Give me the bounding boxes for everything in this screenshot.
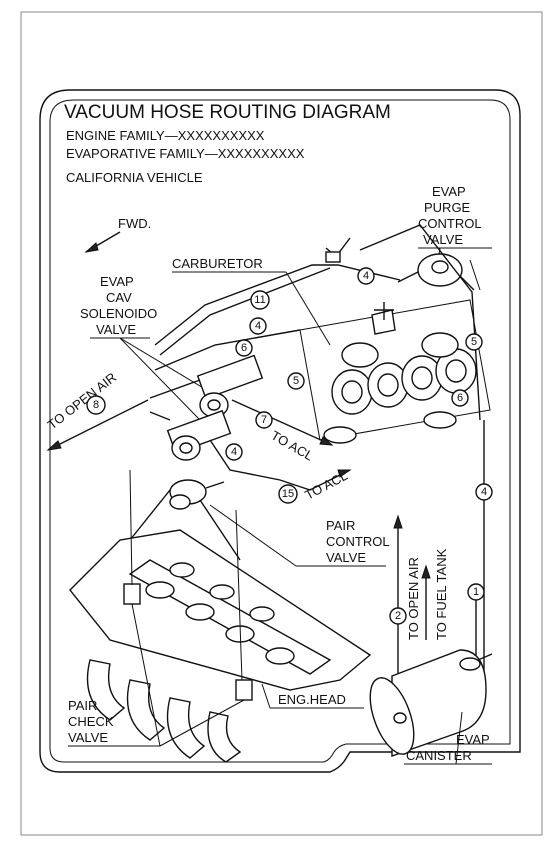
hose-num-2: 2: [395, 610, 401, 622]
hose-num-4-top: 4: [363, 270, 369, 282]
hose-number-circle: 4: [357, 267, 375, 285]
cav-leader-1: [119, 337, 201, 421]
purge-label-3: CONTROL: [418, 216, 482, 231]
canister-label-2: CANISTER: [406, 748, 472, 763]
diagram-title: VACUUM HOSE ROUTING DIAGRAM: [64, 102, 391, 123]
engine-head: [69, 529, 372, 763]
hose-num-4-low: 4: [231, 446, 237, 458]
pair-hose-2: [235, 509, 243, 681]
pair-check-label-2: CHECK: [68, 714, 114, 729]
to-open-air-right-arrowhead: [393, 514, 403, 529]
label-plate-inner: [49, 99, 511, 763]
to-acl-1-arrow: [231, 399, 333, 446]
hose-num-6-carb: 6: [457, 392, 463, 404]
pair-check-label-1: PAIR: [68, 698, 97, 713]
eng-head-leader: [261, 683, 271, 709]
hose-number-circle: 6: [451, 389, 469, 407]
to-acl-1-label: TO ACL: [269, 428, 316, 464]
hose-num-5-right: 5: [471, 336, 477, 348]
canister-leader: [455, 711, 463, 765]
pair-control-label-3: VALVE: [326, 550, 366, 565]
hose-num-5-carb: 5: [293, 375, 299, 387]
hose-number-circle: 2: [389, 607, 407, 625]
pair-control-leader: [209, 504, 297, 567]
pair-control-label-1: PAIR: [326, 518, 355, 533]
to-fuel-tank-arrowhead: [421, 564, 431, 579]
hose-num-8: 8: [93, 399, 99, 411]
hose-number-circle: 5: [287, 372, 305, 390]
cav-label-2: CAV: [106, 290, 132, 305]
hose-num-4-mid: 4: [255, 320, 261, 332]
pair-check-label-3: VALVE: [68, 730, 108, 745]
cav-label-1: EVAP: [100, 274, 134, 289]
pair-control-valve: [129, 479, 241, 561]
to-acl-2-label: TO ACL: [302, 468, 350, 503]
hose-number-circle: 7: [255, 411, 273, 429]
hose-num-4-fuel: 4: [481, 486, 487, 498]
fwd-arrowhead: [84, 242, 99, 253]
vehicle-type: CALIFORNIA VEHICLE: [66, 170, 203, 185]
hose-num-11: 11: [254, 294, 265, 306]
to-open-air-right-label: TO OPEN AIR: [406, 557, 421, 640]
hose-num-15: 15: [282, 488, 294, 500]
hose-number-circle: 15: [278, 484, 298, 504]
purge-control-valve: [397, 253, 475, 291]
hose-number-circle: 4: [249, 317, 267, 335]
hose-number-circle: 8: [86, 395, 106, 415]
cav-label-3: SOLENOIDO: [80, 306, 157, 321]
hose-bundle: [154, 224, 481, 421]
hose-number-circle: 6: [235, 339, 253, 357]
engine-family: ENGINE FAMILY—XXXXXXXXXX: [66, 128, 265, 143]
open-air-left-arrow: [47, 399, 149, 451]
cav-label-4: VALVE: [96, 322, 136, 337]
to-acl-2-hose: [209, 439, 351, 491]
cav-solenoid-valves: [149, 354, 264, 461]
hose-number-circle: 4: [225, 443, 243, 461]
canister-label-1: EVAP: [456, 732, 490, 747]
carburetor-bank: [299, 299, 491, 444]
pair-check-leader-2: [159, 699, 245, 747]
pair-control-label-2: CONTROL: [326, 534, 390, 549]
label-plate: [39, 89, 521, 773]
hose-num-1: 1: [473, 586, 479, 598]
hose-number-circle: 4: [475, 483, 493, 501]
evap-canister: [369, 649, 493, 757]
to-open-air-left-label: TO OPEN AIR: [45, 370, 120, 433]
purge-label-4: VALVE: [423, 232, 463, 247]
to-acl-2-arrowhead: [337, 469, 352, 478]
open-air-left-arrowhead: [46, 440, 62, 451]
to-acl-1-arrowhead: [319, 436, 334, 446]
carburetor-label: CARBURETOR: [172, 256, 263, 271]
purge-label-2: PURGE: [424, 200, 471, 215]
cav-leader-2: [119, 337, 216, 396]
hose-number-circle: 11: [250, 290, 270, 310]
outer-frame: [20, 11, 543, 836]
hose-num-7: 7: [261, 414, 267, 426]
to-fuel-tank-label: TO FUEL TANK: [434, 548, 449, 640]
carburetor-leader: [285, 271, 331, 346]
hose-number-circle: 5: [465, 333, 483, 351]
hose-number-circle: 1: [467, 583, 485, 601]
pair-hose-1: [129, 469, 133, 586]
eng-head-label: ENG.HEAD: [278, 692, 346, 707]
hose-num-6-left: 6: [241, 342, 247, 354]
fwd-label: FWD.: [118, 216, 151, 231]
evaporative-family: EVAPORATIVE FAMILY—XXXXXXXXXX: [66, 146, 305, 161]
purge-label-1: EVAP: [432, 184, 466, 199]
pair-check-leader-1: [131, 603, 161, 747]
